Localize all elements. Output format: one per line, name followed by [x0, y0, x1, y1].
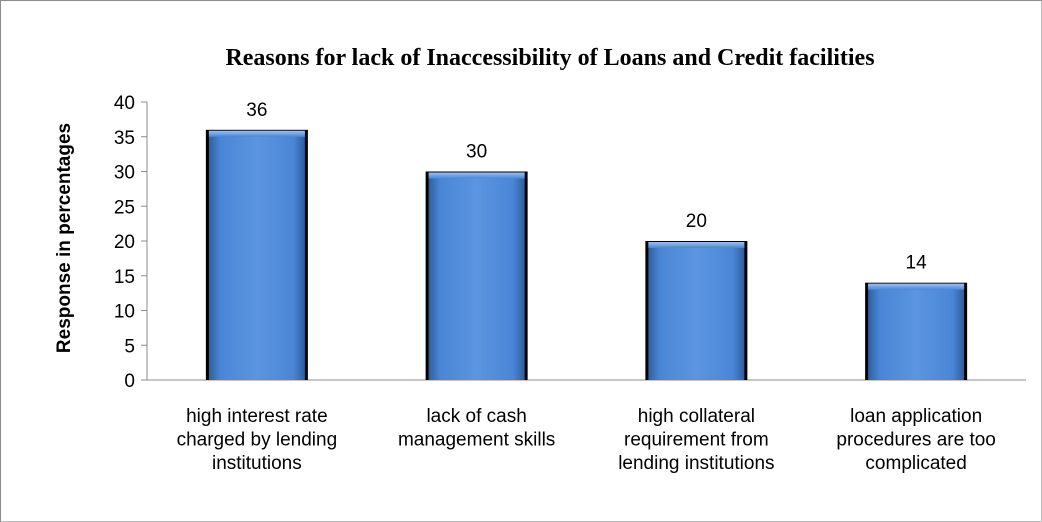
bar-top-highlight	[208, 130, 305, 137]
y-tick-label: 25	[114, 197, 135, 218]
x-tick-label: loan application procedures are too compli…	[836, 406, 996, 474]
y-tick-label: 10	[114, 302, 135, 323]
bar-body	[868, 283, 965, 380]
x-tick-label-line: institutions	[212, 453, 302, 474]
data-labels: 36 30 20 14	[246, 100, 927, 274]
bars	[205, 129, 968, 380]
bar-top-highlight	[428, 172, 525, 179]
data-label: 30	[466, 142, 487, 163]
bar	[205, 129, 308, 380]
y-tick-label: 35	[114, 128, 135, 149]
bar-body	[208, 130, 305, 380]
x-tick-label-line: lending institutions	[618, 453, 774, 474]
y-tick-label: 30	[114, 163, 135, 184]
x-tick-label-line: high collateral	[638, 406, 755, 427]
bar	[645, 241, 748, 380]
bar-top-highlight	[648, 242, 745, 248]
y-tick-label: 20	[114, 232, 135, 253]
x-tick-label-line: complicated	[865, 453, 966, 474]
x-tick-label-line: loan application	[850, 406, 982, 427]
y-tick-label: 0	[124, 371, 135, 392]
bar	[865, 282, 968, 380]
data-label: 20	[686, 211, 707, 232]
bar-top-highlight	[868, 283, 965, 290]
data-label: 14	[906, 253, 928, 274]
x-tick-label: lack of cash management skills	[398, 406, 555, 451]
x-tick-label-line: lack of cash	[426, 406, 526, 427]
x-axis-labels: high interest rate charged by lending inst…	[177, 406, 996, 474]
y-tick-label: 5	[124, 336, 135, 357]
x-tick-label: high interest rate charged by lending inst…	[177, 406, 338, 474]
y-tick-label: 15	[114, 267, 135, 288]
y-axis-label: Response in percentages	[54, 123, 75, 353]
x-tick-label-line: requirement from	[624, 430, 769, 451]
chart-title: Reasons for lack of Inaccessibility of L…	[225, 45, 874, 71]
bar	[425, 171, 528, 380]
y-tick-label: 40	[114, 93, 135, 114]
data-label: 36	[246, 100, 267, 121]
bar-body	[648, 242, 745, 380]
x-tick-label-line: management skills	[398, 430, 555, 451]
bar-body	[428, 172, 525, 380]
x-tick-label-line: high interest rate	[186, 406, 328, 427]
x-tick-label: high collateral requirement from lending i…	[618, 406, 774, 474]
x-tick-label-line: procedures are too	[836, 430, 996, 451]
x-tick-label-line: charged by lending	[177, 430, 338, 451]
